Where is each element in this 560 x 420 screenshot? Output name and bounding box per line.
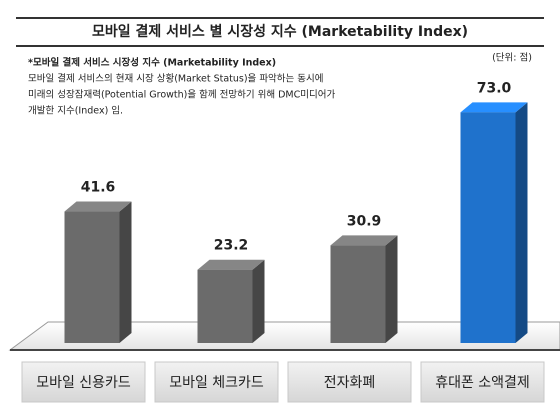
bar-top xyxy=(330,235,398,246)
value-label: 23.2 xyxy=(214,238,249,254)
note-title: *모바일 결제 서비스 시장성 지수 (Marketability Index) xyxy=(28,57,276,69)
x-tick-label: 전자화폐 xyxy=(324,375,376,391)
category-box xyxy=(154,361,279,403)
value-label: 41.6 xyxy=(81,180,116,196)
bar-top xyxy=(460,102,528,113)
bar-side xyxy=(119,201,132,343)
bar-side xyxy=(385,235,398,343)
bar xyxy=(197,269,253,343)
value-label: 30.9 xyxy=(347,213,382,229)
bar-top xyxy=(197,259,265,270)
bar-top xyxy=(64,201,132,212)
x-tick-label: 모바일 체크카드 xyxy=(169,375,264,391)
x-tick-label: 휴대폰 소액결제 xyxy=(435,375,530,391)
note-line: 개발한 지수(Index) 임. xyxy=(28,105,123,117)
unit-label: (단위: 점) xyxy=(492,52,532,64)
category-box xyxy=(420,361,545,403)
x-tick-label: 모바일 신용카드 xyxy=(36,375,131,391)
bar xyxy=(330,245,386,343)
category-box xyxy=(287,361,412,403)
note-line: 모바일 결제 서비스의 현재 시장 상황(Market Status)을 파악하… xyxy=(28,73,324,85)
bar xyxy=(64,211,120,343)
bar xyxy=(460,112,516,343)
category-box xyxy=(21,361,146,403)
value-label: 73.0 xyxy=(477,80,512,96)
chart-title: 모바일 결제 서비스 별 시장성 지수 (Marketability Index… xyxy=(92,23,468,40)
bar-side xyxy=(252,259,265,343)
note-line: 미래의 성장잠재력(Potential Growth)을 함께 전망하기 위해 … xyxy=(28,89,335,101)
bar-side xyxy=(515,102,528,343)
